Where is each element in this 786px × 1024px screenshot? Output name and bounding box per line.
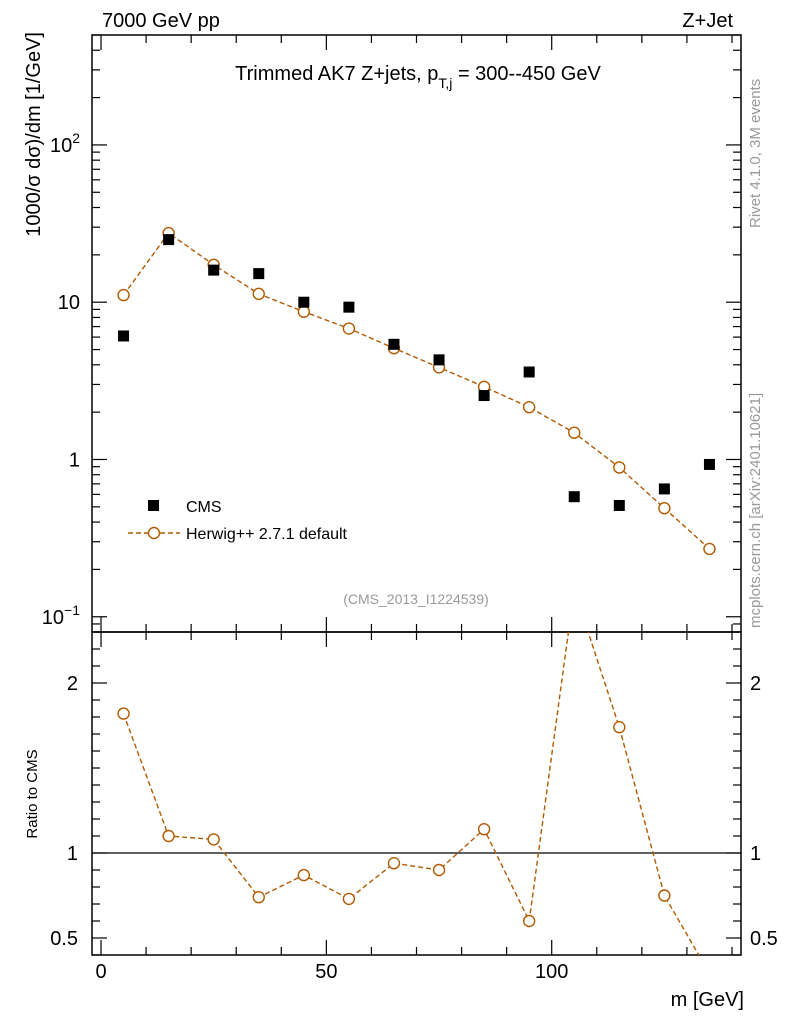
legend-cms-label: CMS [186, 499, 222, 516]
cms-point [118, 330, 130, 342]
rivet-label: Rivet 4.1.0, 3M events [747, 79, 764, 228]
cms-point [208, 264, 220, 276]
ratio-line [122, 632, 700, 955]
ratio-y-tick-label-right: 0.5 [750, 928, 778, 950]
main-y-tick-labels: 102 10 1 10−1 [42, 130, 80, 629]
ratio-point [658, 889, 671, 902]
legend-herwig-label: Herwig++ 2.7.1 default [186, 526, 348, 543]
ratio-series [117, 584, 715, 979]
ratio-point [387, 857, 401, 870]
herwig-point [613, 461, 626, 474]
cms-point [523, 366, 535, 378]
ratio-point [117, 707, 130, 720]
ratio-y-tick-label: 1 [67, 843, 78, 865]
main-y-axis-label: 1000/σ dσ)/dm [1/GeV] [23, 32, 45, 237]
analysis-id: (CMS_2013_I1224539) [343, 591, 489, 607]
ratio-point [207, 833, 220, 846]
legend: CMS Herwig++ 2.7.1 default [128, 499, 348, 543]
ratio-point [297, 868, 311, 882]
ratio-y-tick-label-right: 2 [750, 673, 761, 695]
ratio-y-tick-label-right: 1 [750, 843, 761, 865]
cms-point [478, 390, 490, 402]
cms-point [703, 458, 715, 470]
herwig-line [122, 232, 710, 550]
y-tick-label: 102 [50, 130, 80, 157]
cms-point [343, 301, 355, 313]
ratio-panel: Ratio to CMS m [GeV] 2 2 1 1 0.5 0.5 0 50 100 [24, 584, 778, 1011]
cms-point [613, 499, 625, 511]
herwig-point [703, 542, 716, 556]
y-tick-label: 10 [58, 292, 80, 314]
cms-point [658, 483, 670, 495]
header-left: 7000 GeV pp [102, 10, 220, 32]
ratio-y-axis-label: Ratio to CMS [24, 749, 41, 838]
ratio-tick-labels: 2 2 1 1 0.5 0.5 0 50 100 [50, 673, 778, 983]
ratio-point [704, 968, 715, 979]
herwig-point [252, 287, 265, 301]
legend-cms-marker [148, 500, 159, 511]
cms-point [163, 234, 175, 246]
ratio-point [477, 823, 491, 836]
main-title: Trimmed AK7 Z+jets, pT,j = 300--450 GeV [235, 63, 601, 91]
cms-point [433, 354, 445, 366]
cms-point [253, 268, 265, 280]
ratio-point [252, 891, 265, 904]
cms-point [568, 491, 580, 503]
ratio-y-tick-label: 2 [67, 673, 78, 695]
herwig-point [522, 400, 536, 414]
mcplots-label: mcplots.cern.ch [arXiv:2401.10621] [747, 393, 764, 628]
ratio-point [613, 721, 626, 734]
x-axis-label: m [GeV] [671, 989, 744, 1011]
y-tick-label: 10−1 [42, 602, 80, 629]
main-panel: Trimmed AK7 Z+jets, pT,j = 300--450 GeV … [23, 32, 742, 633]
cms-point [388, 338, 400, 350]
ratio-ticks [92, 632, 741, 956]
herwig-point [297, 305, 311, 318]
y-tick-label: 1 [69, 449, 80, 471]
ratio-series-group [117, 584, 715, 979]
header-right: Z+Jet [682, 10, 733, 32]
x-tick-label: 100 [535, 961, 568, 983]
herwig-point [342, 322, 356, 335]
x-tick-label: 0 [95, 961, 106, 983]
ratio-point [432, 863, 446, 877]
ratio-point [162, 829, 175, 843]
ratio-point [522, 914, 536, 928]
herwig-point [658, 502, 671, 515]
x-tick-label: 50 [315, 961, 337, 983]
ratio-frame [91, 631, 742, 956]
main-series [117, 226, 716, 556]
ratio-y-tick-label: 0.5 [50, 928, 78, 950]
ratio-point [569, 584, 580, 595]
ratio-point [342, 892, 356, 906]
herwig-point [568, 426, 581, 439]
legend-herwig-marker [147, 526, 161, 540]
herwig-point [117, 288, 130, 302]
cms-point [298, 296, 310, 308]
main-ticks [92, 34, 741, 633]
